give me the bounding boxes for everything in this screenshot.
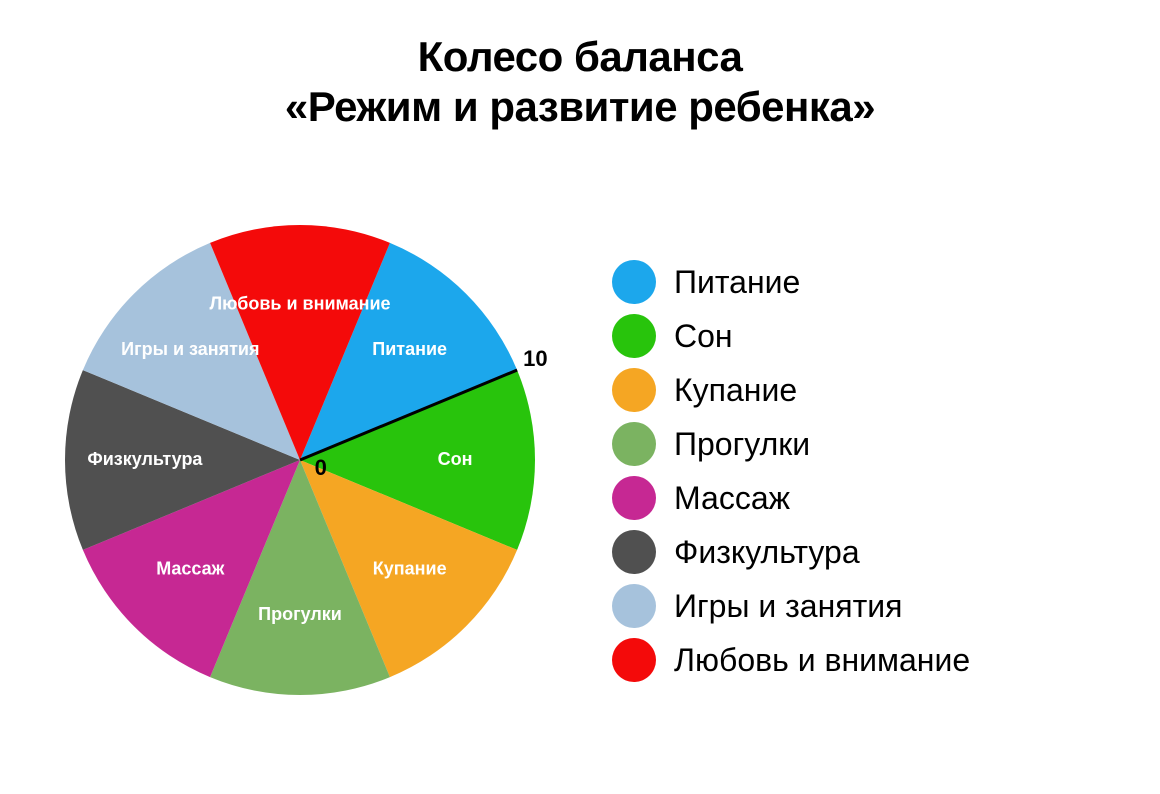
legend-label: Купание: [674, 372, 797, 409]
legend-item: Купание: [612, 363, 970, 417]
pie-slice-label: Массаж: [156, 558, 224, 578]
legend-label: Массаж: [674, 480, 790, 517]
legend-item: Массаж: [612, 471, 970, 525]
legend-label: Питание: [674, 264, 800, 301]
legend-label: Игры и занятия: [674, 588, 902, 625]
legend-label: Сон: [674, 318, 733, 355]
pie-chart: Питание Сон Купание Прогулки Массаж Физкульту…: [25, 185, 575, 740]
pie-slice-label: Физкультура: [87, 449, 203, 469]
legend-item: Физкультура: [612, 525, 970, 579]
chart-title: Колесо баланса «Режим и развитие ребенка…: [0, 32, 1160, 133]
pie-slice-label: Любовь и внимание: [209, 294, 390, 314]
legend-item: Прогулки: [612, 417, 970, 471]
legend-label: Физкультура: [674, 534, 860, 571]
legend-item: Любовь и внимание: [612, 633, 970, 687]
legend-item: Питание: [612, 255, 970, 309]
scale-label-max: 10: [523, 346, 547, 371]
legend-label: Любовь и внимание: [674, 642, 970, 679]
chart-title-line2: «Режим и развитие ребенка»: [0, 82, 1160, 132]
pie-slice-label: Игры и занятия: [121, 339, 259, 359]
legend-swatch: [612, 530, 656, 574]
pie-slice-label: Сон: [438, 449, 473, 469]
scale-label-zero: 0: [315, 455, 327, 480]
pie-slice-label: Прогулки: [258, 604, 342, 624]
pie-slice-label: Питание: [372, 339, 447, 359]
legend-swatch: [612, 584, 656, 628]
legend-item: Игры и занятия: [612, 579, 970, 633]
legend-swatch: [612, 638, 656, 682]
legend-swatch: [612, 422, 656, 466]
legend: Питание Сон Купание Прогулки Массаж Физкульт…: [612, 255, 970, 687]
legend-swatch: [612, 368, 656, 412]
chart-title-line1: Колесо баланса: [0, 32, 1160, 82]
legend-label: Прогулки: [674, 426, 810, 463]
legend-swatch: [612, 476, 656, 520]
legend-swatch: [612, 260, 656, 304]
legend-swatch: [612, 314, 656, 358]
pie-slice-label: Купание: [373, 558, 447, 578]
legend-item: Сон: [612, 309, 970, 363]
page: Колесо баланса «Режим и развитие ребенка…: [0, 0, 1160, 794]
